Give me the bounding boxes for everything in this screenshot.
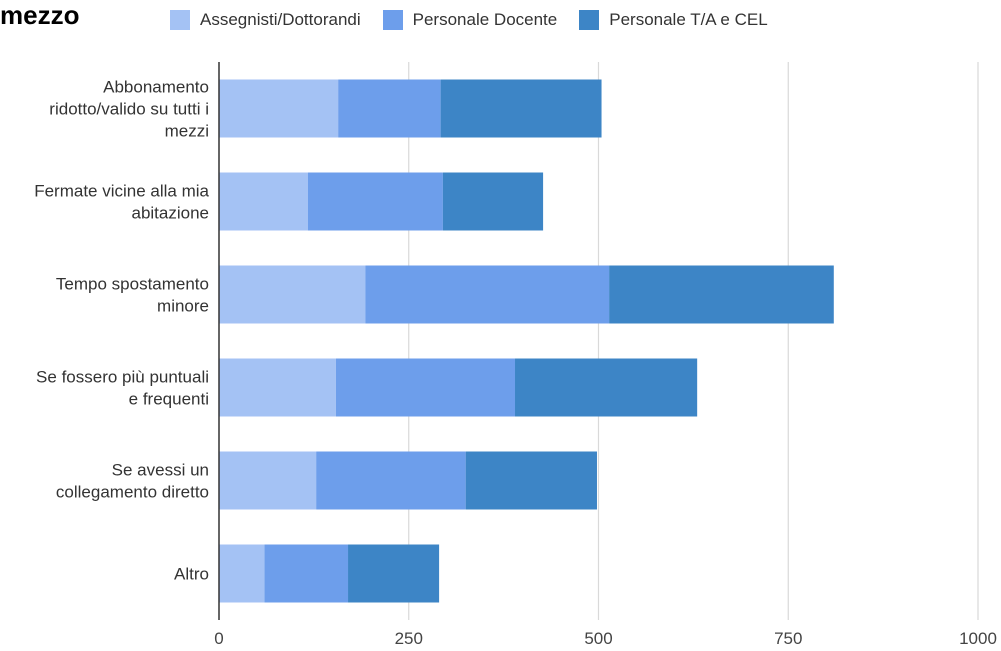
legend-label-docente: Personale Docente: [412, 10, 558, 29]
x-tick-label-0: 0: [214, 629, 223, 648]
category-label-line: Se fossero più puntuali: [36, 368, 209, 387]
category-label-line: Tempo spostamento: [56, 275, 209, 294]
category-label-line: abitazione: [131, 204, 209, 223]
category-label-line: ridotto/valido su tutti i: [49, 100, 209, 119]
category-label-line: Se avessi un: [112, 461, 209, 480]
category-label-line: Fermate vicine alla mia: [34, 182, 209, 201]
legend-item-ta-cel: Personale T/A e CEL: [579, 10, 768, 30]
bar-3-series-2: [515, 358, 698, 417]
bar-4-series-1: [316, 451, 466, 510]
category-label-0: Abbonamento ridotto/valido su tutti i mezz…: [49, 78, 209, 141]
bar-1-series-1: [307, 172, 443, 231]
bar-2-series-0: [219, 265, 366, 324]
x-tick-label-500: 500: [584, 629, 612, 648]
bar-3-series-0: [219, 358, 336, 417]
category-label-3: Se fossero più puntuali e frequenti: [36, 368, 209, 409]
category-label-4: Se avessi un collegamento diretto: [56, 461, 209, 502]
bar-0-series-2: [440, 79, 602, 138]
category-label-line: e frequenti: [129, 390, 209, 409]
bar-5-series-1: [264, 544, 349, 603]
bar-5-series-0: [219, 544, 265, 603]
x-tick-label-750: 750: [774, 629, 802, 648]
bar-1-series-0: [219, 172, 308, 231]
bar-3-series-1: [335, 358, 516, 417]
category-label-2: Tempo spostamento minore: [56, 275, 209, 316]
category-label-line: Altro: [174, 565, 209, 584]
x-tick-label-250: 250: [395, 629, 423, 648]
bar-2-series-2: [609, 265, 834, 324]
legend-label-assegnisti: Assegnisti/Dottorandi: [200, 10, 361, 29]
legend-swatch-assegnisti: [170, 10, 190, 30]
legend-swatch-docente: [382, 10, 403, 30]
legend-item-assegnisti: Assegnisti/Dottorandi: [170, 10, 361, 30]
legend-swatch-ta-cel: [579, 10, 600, 30]
bar-0-series-0: [219, 79, 339, 138]
bar-1-series-2: [442, 172, 544, 231]
category-label-5: Altro: [174, 565, 209, 584]
bar-4-series-0: [219, 451, 317, 510]
legend-label-ta-cel: Personale T/A e CEL: [609, 10, 768, 29]
category-label-line: Abbonamento: [103, 78, 209, 97]
bar-0-series-1: [338, 79, 441, 138]
legend-item-docente: Personale Docente: [382, 10, 558, 30]
category-label-line: minore: [157, 297, 209, 316]
category-label-1: Fermate vicine alla mia abitazione: [34, 182, 209, 223]
bar-5-series-2: [348, 544, 440, 603]
bar-2-series-1: [365, 265, 610, 324]
category-label-line: collegamento diretto: [56, 483, 209, 502]
category-label-line: mezzi: [165, 122, 209, 141]
legend: Assegnisti/Dottorandi Personale Docente …: [170, 10, 768, 30]
bar-4-series-2: [465, 451, 597, 510]
chart-title: mezzo: [0, 0, 80, 30]
x-tick-label-1000: 1000: [959, 629, 997, 648]
